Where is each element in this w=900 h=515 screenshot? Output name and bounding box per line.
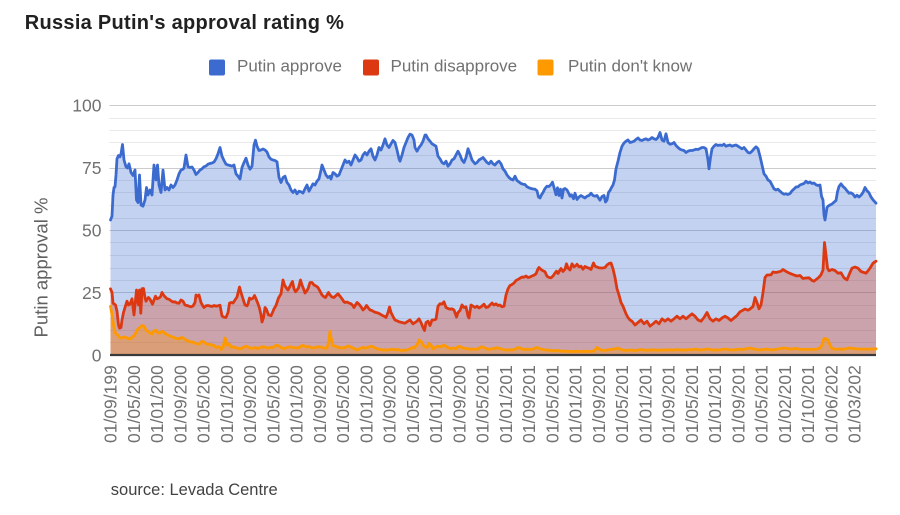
svg-text:01/09/199: 01/09/199 bbox=[101, 365, 121, 443]
svg-text:01/01/201: 01/01/201 bbox=[705, 365, 725, 443]
svg-text:01/01/200: 01/01/200 bbox=[356, 365, 376, 443]
svg-text:01/01/201: 01/01/201 bbox=[496, 365, 516, 443]
svg-text:01/05/200: 01/05/200 bbox=[333, 365, 353, 443]
svg-text:01/09/200: 01/09/200 bbox=[449, 365, 469, 443]
svg-text:Putin approve: Putin approve bbox=[237, 57, 342, 76]
svg-text:01/09/200: 01/09/200 bbox=[380, 365, 400, 443]
svg-text:01/01/200: 01/01/200 bbox=[147, 365, 167, 443]
svg-text:25: 25 bbox=[82, 283, 101, 303]
svg-text:Russia Putin's approval rating: Russia Putin's approval rating % bbox=[25, 12, 344, 34]
svg-text:source: Levada Centre: source: Levada Centre bbox=[111, 481, 278, 499]
svg-text:01/02/201: 01/02/201 bbox=[775, 365, 795, 443]
svg-text:01/09/200: 01/09/200 bbox=[310, 365, 330, 443]
svg-text:01/05/201: 01/05/201 bbox=[682, 365, 702, 443]
svg-text:01/01/201: 01/01/201 bbox=[636, 365, 656, 443]
svg-text:01/09/200: 01/09/200 bbox=[170, 365, 190, 443]
svg-text:100: 100 bbox=[72, 95, 101, 115]
svg-text:01/05/200: 01/05/200 bbox=[263, 365, 283, 443]
svg-text:01/05/200: 01/05/200 bbox=[124, 365, 144, 443]
svg-text:01/05/201: 01/05/201 bbox=[543, 365, 563, 443]
svg-text:01/05/201: 01/05/201 bbox=[752, 365, 772, 443]
svg-text:01/06/202: 01/06/202 bbox=[822, 365, 842, 443]
svg-text:01/05/201: 01/05/201 bbox=[612, 365, 632, 443]
svg-text:01/09/201: 01/09/201 bbox=[519, 365, 539, 443]
svg-text:01/05/201: 01/05/201 bbox=[473, 365, 493, 443]
svg-text:Putin approval %: Putin approval % bbox=[31, 198, 52, 338]
svg-text:01/09/201: 01/09/201 bbox=[589, 365, 609, 443]
svg-text:0: 0 bbox=[92, 345, 102, 365]
svg-text:Putin disapprove: Putin disapprove bbox=[391, 57, 518, 76]
svg-text:Putin don't know: Putin don't know bbox=[568, 57, 693, 76]
svg-text:01/01/200: 01/01/200 bbox=[287, 365, 307, 443]
svg-text:01/09/201: 01/09/201 bbox=[729, 365, 749, 443]
svg-text:01/09/201: 01/09/201 bbox=[659, 365, 679, 443]
svg-text:01/10/201: 01/10/201 bbox=[798, 365, 818, 443]
svg-text:01/01/201: 01/01/201 bbox=[566, 365, 586, 443]
svg-text:01/05/200: 01/05/200 bbox=[194, 365, 214, 443]
svg-text:01/09/200: 01/09/200 bbox=[240, 365, 260, 443]
svg-text:01/01/200: 01/01/200 bbox=[426, 365, 446, 443]
svg-text:01/01/200: 01/01/200 bbox=[217, 365, 237, 443]
svg-text:50: 50 bbox=[82, 220, 102, 240]
svg-text:01/03/202: 01/03/202 bbox=[845, 365, 865, 443]
svg-text:75: 75 bbox=[82, 158, 101, 178]
svg-text:01/05/200: 01/05/200 bbox=[403, 365, 423, 443]
